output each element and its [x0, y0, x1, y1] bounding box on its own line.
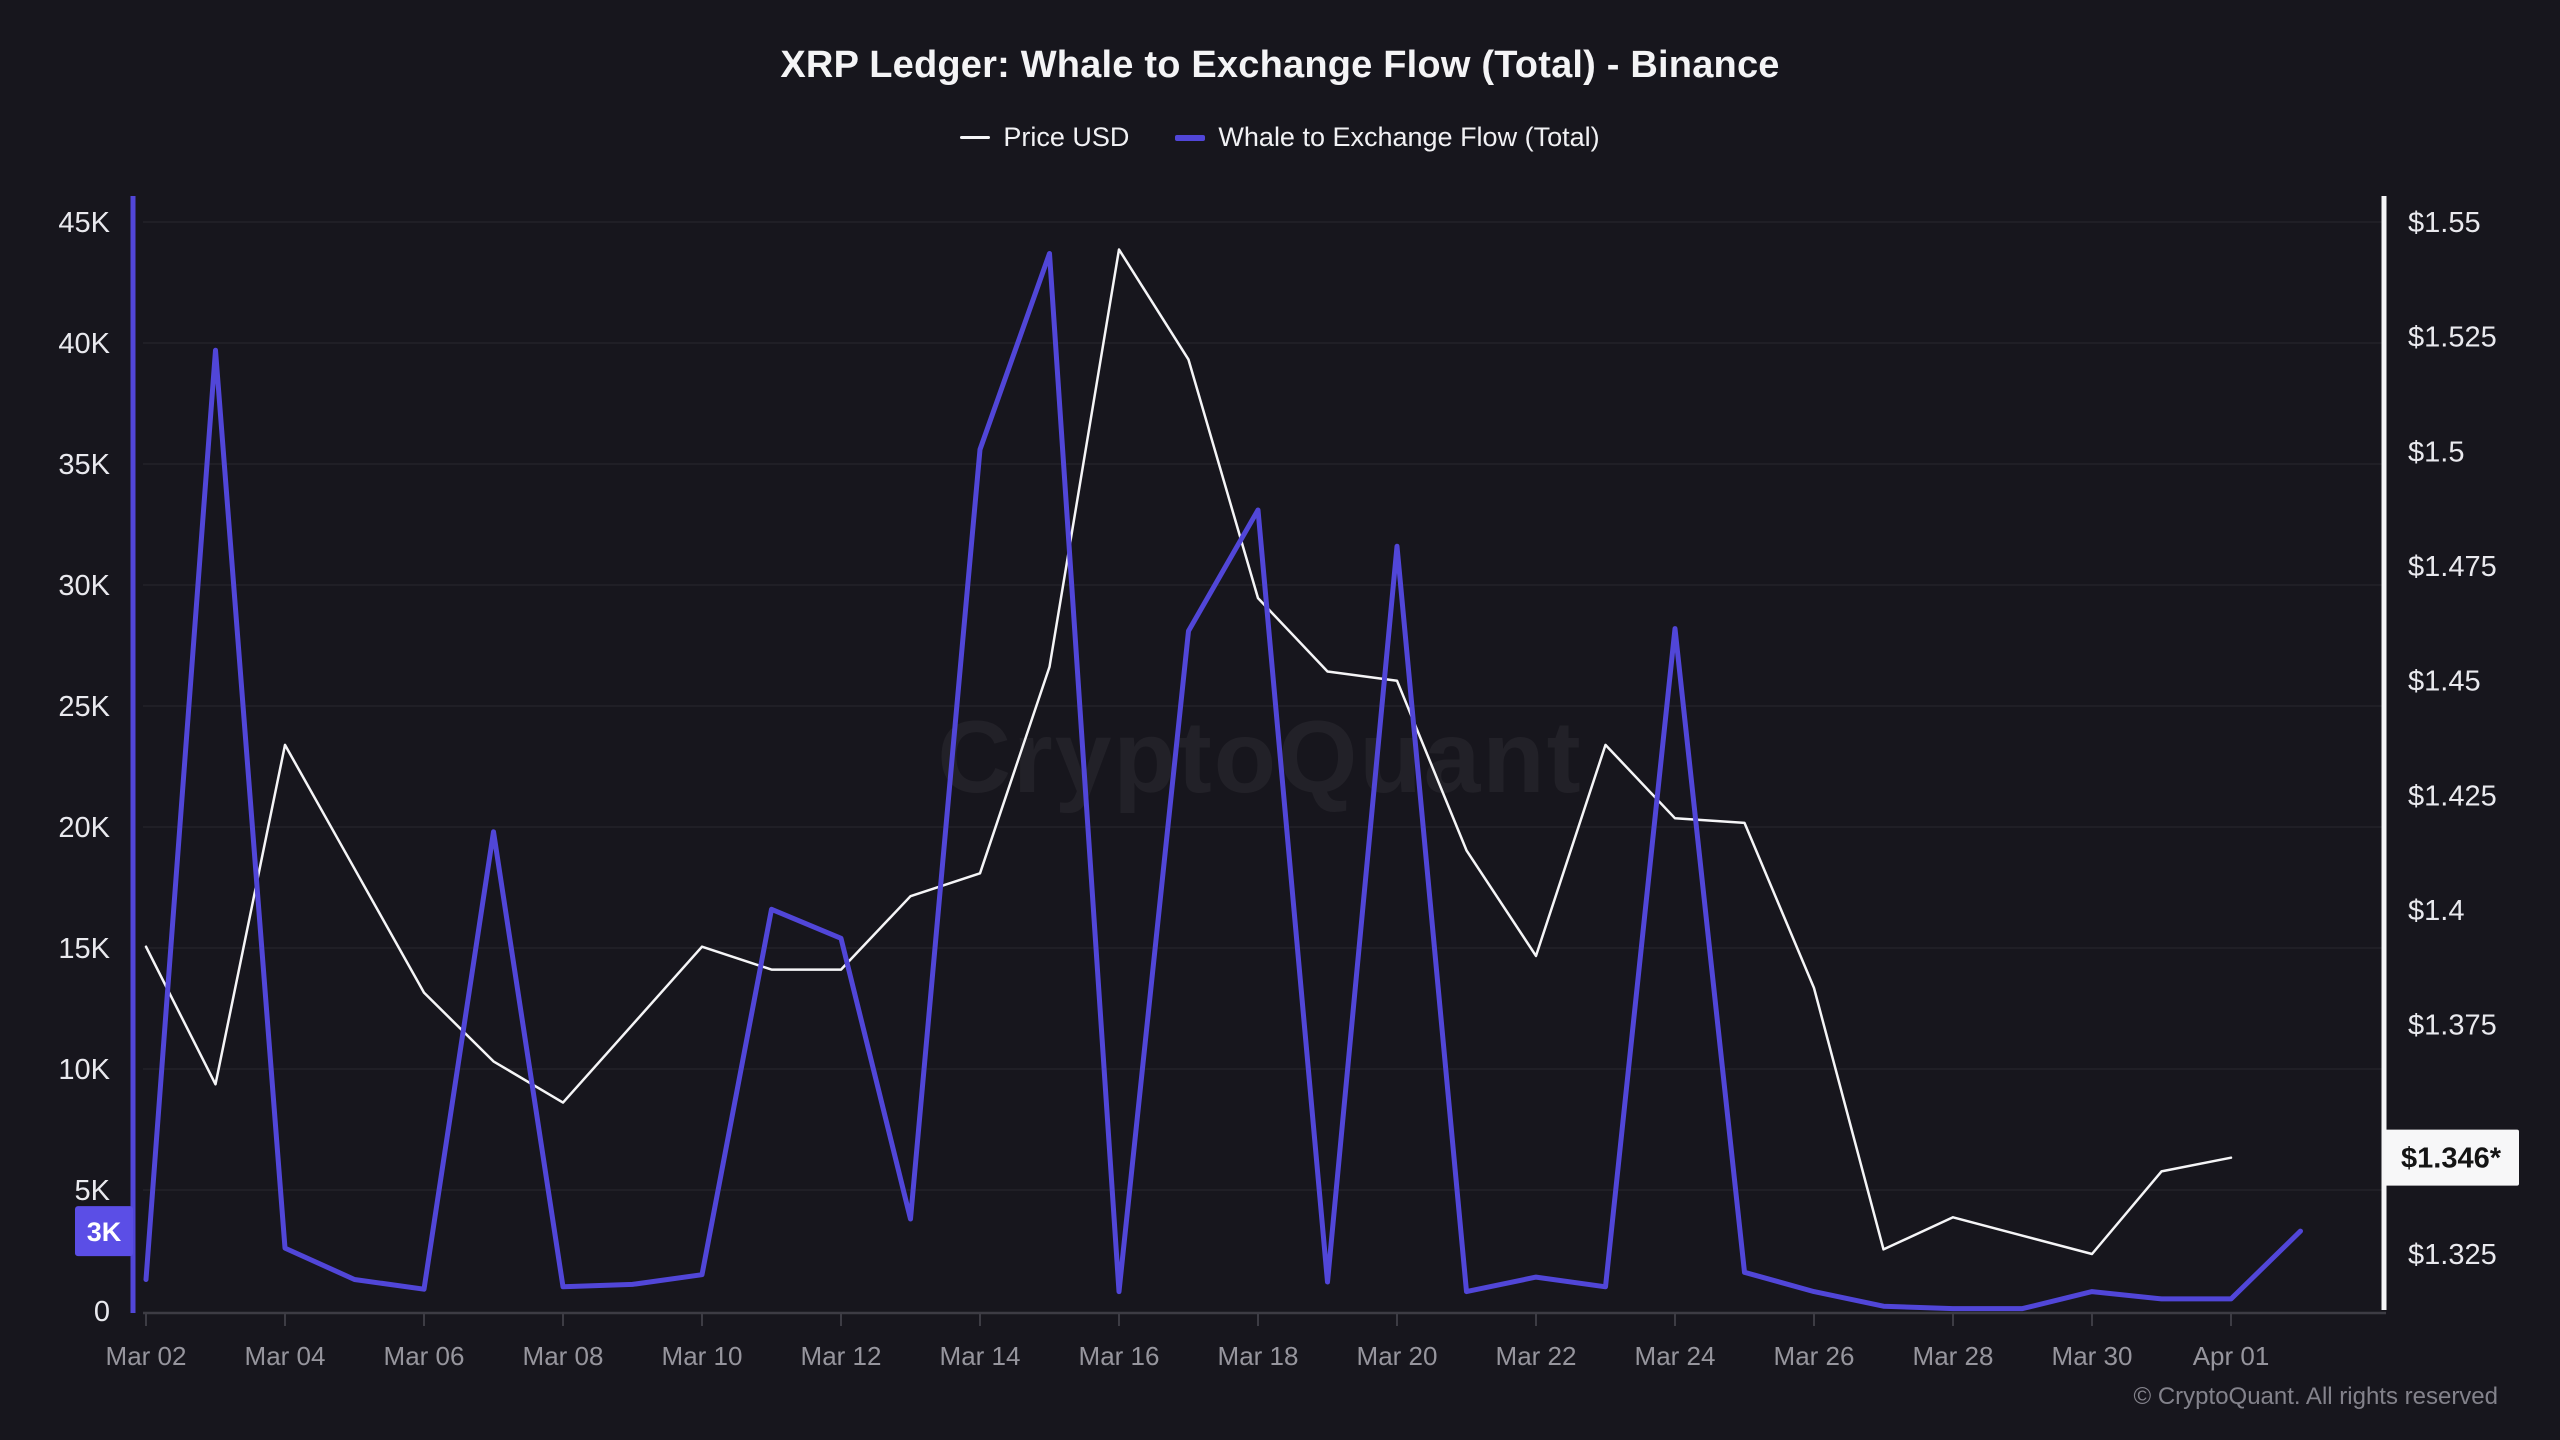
series-line-right[interactable] — [144, 248, 2233, 1256]
copyright-text: © CryptoQuant. All rights reserved — [2133, 1383, 2499, 1410]
x-tick-label: Mar 30 — [2052, 1341, 2133, 1371]
left-axis-tick-label: 40K — [58, 328, 110, 360]
x-tick-label: Mar 26 — [1774, 1341, 1855, 1371]
x-tick-label: Mar 02 — [106, 1341, 187, 1371]
right-axis-tick-label: $1.425 — [2408, 780, 2497, 812]
left-axis: 45K 40K 35K 30K 25K 20K 15K 10K 5K 0 — [58, 196, 136, 1328]
left-axis-tick-label: 30K — [58, 570, 110, 602]
x-tick-label: Mar 28 — [1913, 1341, 1994, 1371]
right-axis-tick-label: $1.55 — [2408, 207, 2481, 239]
x-tick-label: Mar 24 — [1635, 1341, 1716, 1371]
left-axis-tick-label: 10K — [58, 1054, 110, 1086]
price-last-value-label: $1.346* — [2401, 1143, 2502, 1175]
left-axis-tick-label: 45K — [58, 207, 110, 239]
series-line-left[interactable] — [143, 251, 2303, 1312]
x-tick-label: Apr 01 — [2193, 1341, 2270, 1371]
legend-item-whale-flow[interactable]: Whale to Exchange Flow (Total) — [1175, 122, 1600, 153]
x-tick-label: Mar 08 — [523, 1341, 604, 1371]
right-axis-tick-label: $1.5 — [2408, 436, 2464, 468]
x-tick-label: Mar 06 — [384, 1341, 465, 1371]
gridlines — [143, 221, 2384, 1191]
right-axis-tick-label: $1.4 — [2408, 895, 2464, 927]
right-axis: $1.55 $1.525 $1.5 $1.475 $1.45 $1.425 $1.4 $1.3… — [2381, 196, 2497, 1310]
value-badges: 3K $1.346* — [75, 1129, 2519, 1257]
whale-flow-last-value-badge — [75, 1206, 133, 1257]
left-axis-tick-label: 5K — [75, 1175, 111, 1207]
x-tick-label: Mar 16 — [1079, 1341, 1160, 1371]
x-tick-label: Mar 10 — [662, 1341, 743, 1371]
right-axis-tick-label: $1.45 — [2408, 666, 2481, 698]
chart-legend: Price USD Whale to Exchange Flow (Total) — [0, 122, 2560, 153]
x-tick-label: Mar 22 — [1496, 1341, 1577, 1371]
right-axis-tick-label: $1.475 — [2408, 551, 2497, 583]
chart-title: XRP Ledger: Whale to Exchange Flow (Tota… — [780, 44, 1780, 86]
left-axis-tick-label: 15K — [58, 933, 110, 965]
price-line-swatch-icon — [960, 136, 991, 139]
price-last-value-badge — [2384, 1129, 2519, 1186]
x-tick-label: Mar 14 — [940, 1341, 1021, 1371]
legend-label-whale-flow: Whale to Exchange Flow (Total) — [1218, 122, 1600, 152]
x-tick-label: Mar 20 — [1357, 1341, 1438, 1371]
left-axis-tick-label: 20K — [58, 812, 110, 844]
right-axis-tick-label: $1.375 — [2408, 1010, 2497, 1042]
x-tick-label: Mar 12 — [801, 1341, 882, 1371]
left-axis-tick-label: 0 — [94, 1296, 110, 1328]
legend-label-price-usd: Price USD — [1003, 122, 1130, 152]
left-axis-tick-label: 35K — [58, 449, 110, 481]
watermark-text: CryptoQuant — [937, 700, 1582, 814]
left-axis-tick-label: 25K — [58, 691, 110, 723]
whale-flow-last-value-label: 3K — [87, 1217, 122, 1247]
right-axis-tick-label: $1.325 — [2408, 1239, 2497, 1271]
series-lines — [143, 248, 2303, 1312]
x-tick-label: Mar 04 — [245, 1341, 326, 1371]
x-tick-label: Mar 18 — [1218, 1341, 1299, 1371]
whale-flow-line-swatch-icon — [1175, 134, 1206, 141]
legend-item-price-usd[interactable]: Price USD — [960, 122, 1129, 153]
right-axis-tick-label: $1.525 — [2408, 322, 2497, 354]
x-axis: Mar 02 Mar 04 Mar 06 Mar 08 Mar 10 Mar 12 Mar … — [106, 1311, 2386, 1371]
